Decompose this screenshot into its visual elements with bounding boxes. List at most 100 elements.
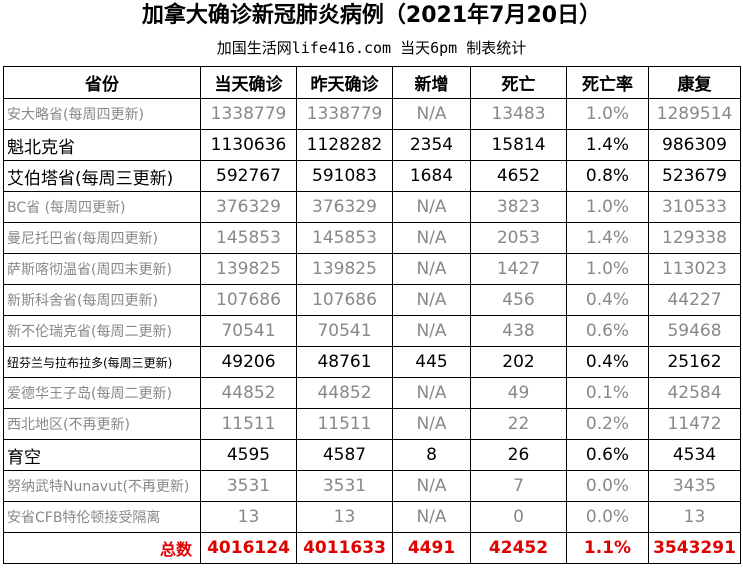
table-row: 纽芬兰与拉布拉多(每周三更新) 49206 48761 445 202 0.4% 25162 <box>3 346 741 378</box>
cell: 0.6% <box>566 315 649 347</box>
table-row: 新斯科舍省(每周四更新) 107686 107686 N/A 456 0.4% 44227 <box>3 284 741 316</box>
province-cell: 安大略省(每周四更新) <box>3 98 201 130</box>
cell: 44852 <box>296 377 393 409</box>
cell: 0.1% <box>566 377 649 409</box>
cell: 1.0% <box>566 253 649 285</box>
total-cell: 4016124 <box>200 532 297 564</box>
cell: N/A <box>392 98 471 130</box>
cell: N/A <box>392 284 471 316</box>
table-row: 安省CFB特伦顿接受隔离 13 13 N/A 0 0.0% 13 <box>3 501 741 533</box>
cell: 3823 <box>470 191 567 223</box>
cell: 0 <box>470 501 567 533</box>
cell: 70541 <box>296 315 393 347</box>
cell: 1289514 <box>648 98 741 130</box>
column-header: 新增 <box>392 66 471 99</box>
province-cell: 西北地区(不再更新) <box>3 408 201 440</box>
cell: 1.0% <box>566 191 649 223</box>
province-cell: 曼尼托巴省(每周四更新) <box>3 222 201 254</box>
cell: 0.4% <box>566 284 649 316</box>
cell: 376329 <box>296 191 393 223</box>
table-row: BC省 (每周四更新) 376329 376329 N/A 3823 1.0% 310533 <box>3 191 741 223</box>
table-row: 爱德华王子岛(每周二更新) 44852 44852 N/A 49 0.1% 42584 <box>3 377 741 409</box>
cell: N/A <box>392 253 471 285</box>
cell: N/A <box>392 470 471 502</box>
cell: 0.0% <box>566 470 649 502</box>
cell: 44852 <box>200 377 297 409</box>
province-cell: 纽芬兰与拉布拉多(每周三更新) <box>3 346 201 378</box>
column-header: 当天确诊 <box>200 66 297 99</box>
title: 加拿大确诊新冠肺炎病例（2021年7月20日） <box>141 3 602 28</box>
cell: 7 <box>470 470 567 502</box>
table-row: 育空 4595 4587 8 26 0.6% 4534 <box>3 439 741 471</box>
cell: N/A <box>392 222 471 254</box>
cell: 22 <box>470 408 567 440</box>
cell: 1130636 <box>200 129 297 161</box>
cell: 11511 <box>200 408 297 440</box>
cell: 1.4% <box>566 222 649 254</box>
table-row: 魁北克省 1130636 1128282 2354 15814 1.4% 986309 <box>3 129 741 161</box>
table-row: 新不伦瑞克省(每周二更新) 70541 70541 N/A 438 0.6% 59468 <box>3 315 741 347</box>
cell: 49206 <box>200 346 297 378</box>
header-row: 省份 当天确诊 昨天确诊 新增 死亡 死亡率 康复 <box>3 66 741 99</box>
cell: 113023 <box>648 253 741 285</box>
cell: 0.6% <box>566 439 649 471</box>
province-cell: 努纳武特Nunavut(不再更新) <box>3 470 201 502</box>
cell: 4534 <box>648 439 741 471</box>
cell: 13 <box>648 501 741 533</box>
table-row: 曼尼托巴省(每周四更新) 145853 145853 N/A 2053 1.4% 12933… <box>3 222 741 254</box>
cell: 591083 <box>296 160 393 192</box>
cell: 438 <box>470 315 567 347</box>
total-cell: 4011633 <box>296 532 393 564</box>
cell: 1.0% <box>566 98 649 130</box>
province-cell: 萨斯喀彻温省(周四末更新) <box>3 253 201 285</box>
cell: 11472 <box>648 408 741 440</box>
cell: 0.2% <box>566 408 649 440</box>
cell: 0.0% <box>566 501 649 533</box>
column-header: 昨天确诊 <box>296 66 393 99</box>
table-row: 努纳武特Nunavut(不再更新) 3531 3531 N/A 7 0.0% 3435 <box>3 470 741 502</box>
cell: 3531 <box>296 470 393 502</box>
cell: 15814 <box>470 129 567 161</box>
cell: 145853 <box>296 222 393 254</box>
province-cell: 安省CFB特伦顿接受隔离 <box>3 501 201 533</box>
cell: 70541 <box>200 315 297 347</box>
cell: 1338779 <box>200 98 297 130</box>
cell: 107686 <box>200 284 297 316</box>
cell: 139825 <box>296 253 393 285</box>
province-cell: 新不伦瑞克省(每周二更新) <box>3 315 201 347</box>
cell: 2354 <box>392 129 471 161</box>
province-cell: 育空 <box>3 439 201 471</box>
cell: 310533 <box>648 191 741 223</box>
table-row: 萨斯喀彻温省(周四末更新) 139825 139825 N/A 1427 1.0% 1130… <box>3 253 741 285</box>
cell: 11511 <box>296 408 393 440</box>
province-cell: 爱德华王子岛(每周二更新) <box>3 377 201 409</box>
cell: 4587 <box>296 439 393 471</box>
total-cell: 42452 <box>470 532 567 564</box>
province-cell: BC省 (每周四更新) <box>3 191 201 223</box>
cell: 25162 <box>648 346 741 378</box>
cell: 1128282 <box>296 129 393 161</box>
cell: 13 <box>200 501 297 533</box>
data-table: 省份 当天确诊 昨天确诊 新增 死亡 死亡率 康复 安大略省(每周四更新) 1338779 13… <box>3 66 741 564</box>
cell: 2053 <box>470 222 567 254</box>
cell: 592767 <box>200 160 297 192</box>
cell: 1427 <box>470 253 567 285</box>
cell: 986309 <box>648 129 741 161</box>
cell: 107686 <box>296 284 393 316</box>
cell: 13483 <box>470 98 567 130</box>
column-header: 康复 <box>648 66 741 99</box>
total-row: 总数 4016124 4011633 4491 42452 1.1% 3543291 <box>3 532 741 564</box>
cell: 376329 <box>200 191 297 223</box>
total-cell: 总数 <box>3 532 201 564</box>
cell: 8 <box>392 439 471 471</box>
province-cell: 新斯科舍省(每周四更新) <box>3 284 201 316</box>
cell: 42584 <box>648 377 741 409</box>
cell: N/A <box>392 408 471 440</box>
cell: 456 <box>470 284 567 316</box>
cell: 445 <box>392 346 471 378</box>
total-cell: 1.1% <box>566 532 649 564</box>
column-header: 省份 <box>3 66 201 99</box>
cell: 0.4% <box>566 346 649 378</box>
province-cell: 魁北克省 <box>3 129 201 161</box>
